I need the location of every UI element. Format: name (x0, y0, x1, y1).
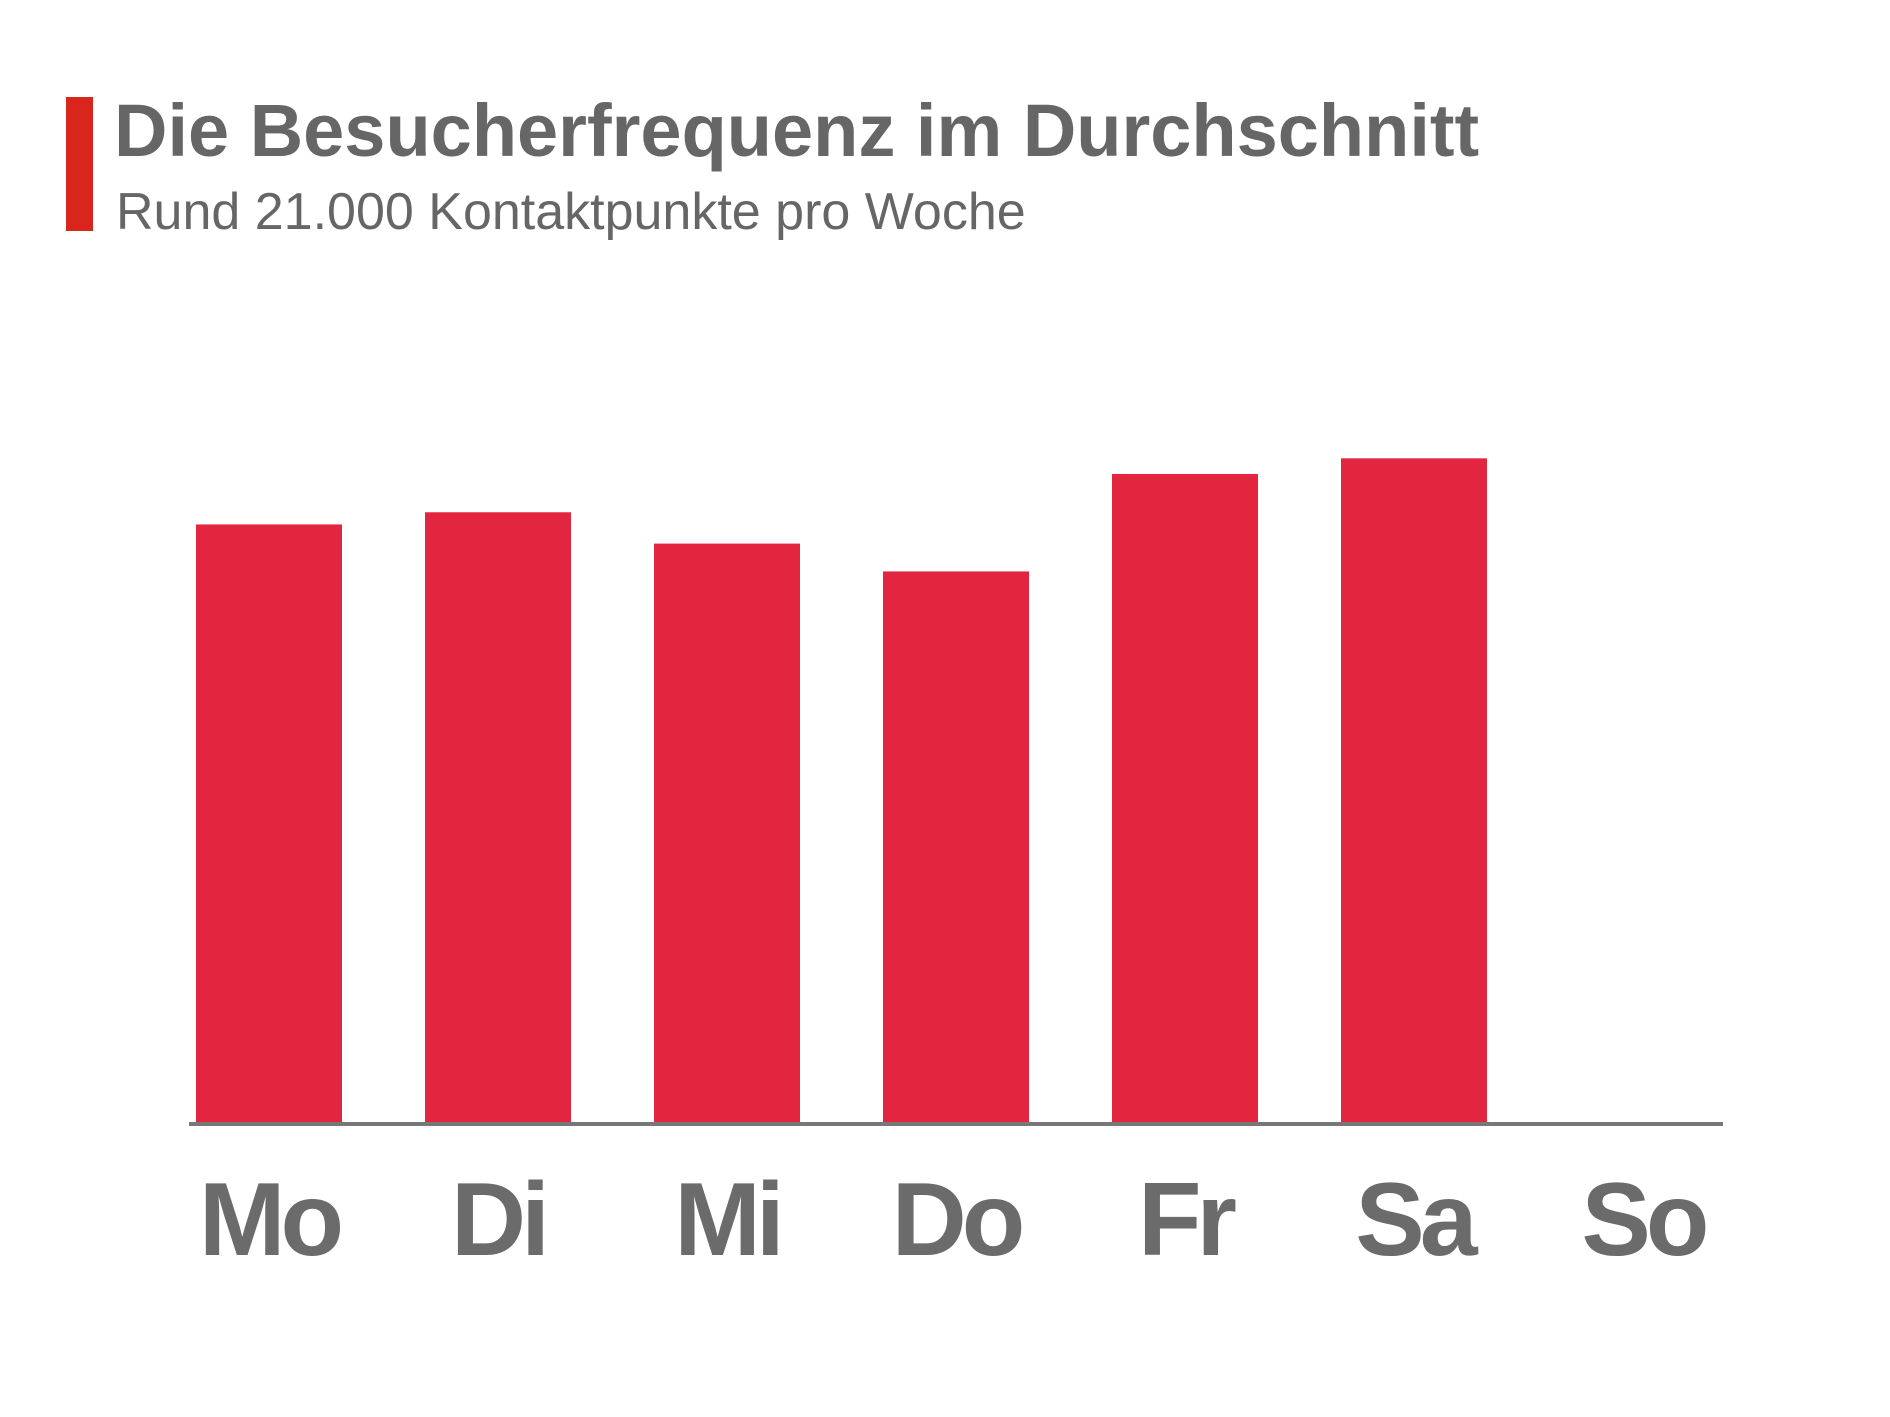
x-tick-label: Sa (1355, 1162, 1478, 1278)
bar (883, 571, 1029, 1123)
bar (654, 543, 800, 1123)
chart-subtitle: Rund 21.000 Kontaktpunkte pro Woche (116, 183, 1026, 241)
accent-bar (66, 97, 93, 231)
chart-title: Die Besucherfrequenz im Durchschnitt (114, 89, 1479, 172)
x-tick-label: Mi (674, 1162, 780, 1278)
x-tick-label: Do (892, 1162, 1022, 1278)
bar (425, 512, 571, 1123)
x-tick-label: Di (451, 1162, 545, 1278)
x-tick-label: Fr (1138, 1162, 1236, 1278)
bar (1341, 458, 1487, 1123)
x-tick-label: Mo (199, 1162, 341, 1278)
bar (1112, 473, 1258, 1124)
x-tick-label: So (1582, 1162, 1706, 1278)
bar (196, 524, 342, 1123)
